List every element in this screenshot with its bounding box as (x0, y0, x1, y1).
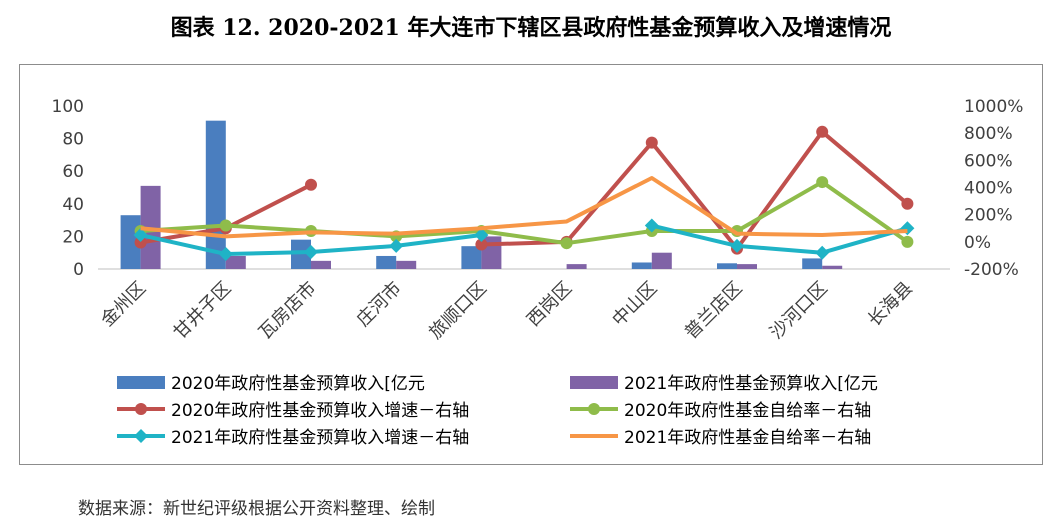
point-2-0 (133, 228, 148, 243)
legend-marker (135, 403, 147, 415)
category-label: 旅顺口区 (425, 278, 491, 344)
legend-item-5: 2021年政府性基金自给率－右轴 (570, 428, 871, 448)
source-note: 数据来源：新世纪评级根据公开资料整理、绘制 (78, 499, 435, 519)
point-2-3 (389, 238, 404, 253)
legend-item-3: 2020年政府性基金自给率－右轴 (570, 401, 871, 421)
left-tick-label: 0 (73, 260, 84, 280)
line-series-1 (140, 180, 909, 246)
point-0-9 (901, 197, 914, 210)
category-label: 瓦房店市 (255, 278, 321, 344)
line-series-3 (140, 175, 908, 239)
category-label: 金州区 (97, 278, 150, 331)
bar-1-8 (822, 265, 843, 269)
legend-marker (134, 429, 148, 443)
bar-0-1 (205, 120, 226, 269)
bar-1-5 (566, 264, 587, 269)
bar-0-4 (461, 246, 482, 269)
bar-0-8 (802, 258, 823, 269)
left-tick-label: 100 (52, 97, 84, 117)
point-0-6 (645, 136, 658, 149)
right-tick-label: 400% (964, 179, 1013, 199)
right-tick-label: 1000% (964, 97, 1023, 117)
point-1-9 (901, 235, 914, 248)
point-0-4 (475, 238, 488, 251)
category-label: 长海县 (864, 278, 917, 331)
left-tick-label: 60 (62, 162, 84, 182)
category-label: 中山区 (608, 278, 661, 331)
point-2-4 (474, 228, 489, 243)
left-tick-label: 20 (62, 227, 84, 247)
point-2-6 (644, 218, 659, 233)
right-tick-label: -200% (964, 260, 1019, 280)
legend-item-2: 2020年政府性基金预算收入增速－右轴 (117, 401, 469, 421)
point-2-2 (304, 245, 318, 260)
legend-marker (588, 403, 600, 415)
bar-0-6 (631, 262, 652, 269)
bar-1-1 (225, 255, 246, 269)
bar-1-6 (651, 252, 672, 269)
bar-1-7 (737, 264, 757, 269)
legend-label: 2021年政府性基金预算收入增速－右轴 (171, 428, 469, 448)
chart-frame: 0 20 40 60 80 100 -200% 0% 200% 400% 600% 800% 1000%… (19, 64, 1043, 465)
legend-item-1: 2021年政府性基金预算收入[亿元 (570, 374, 878, 394)
left-tick-label: 80 (62, 130, 84, 150)
point-1-8 (816, 176, 829, 189)
right-tick-label: 600% (964, 151, 1013, 171)
right-tick-label: 800% (964, 124, 1013, 144)
legend-item-0: 2020年政府性基金预算收入[亿元 (117, 374, 425, 394)
point-0-2 (305, 178, 317, 191)
chart-svg: 0 20 40 60 80 100 -200% 0% 200% 400% 600% 800% 1000%… (52, 97, 1024, 448)
point-1-1 (219, 219, 232, 232)
point-2-8 (815, 245, 830, 260)
point-2-1 (218, 247, 233, 262)
legend-swatch (570, 376, 618, 389)
left-tick-label: 40 (62, 195, 84, 215)
legend-swatch (117, 376, 165, 389)
line-series-2 (651, 223, 908, 255)
bar-0-7 (717, 263, 737, 269)
bar-1-3 (396, 260, 417, 269)
legend-label: 2020年政府性基金预算收入增速－右轴 (171, 401, 469, 421)
chart-title: 图表 12. 2020-2021 年大连市下辖区县政府性基金预算收入及增速情况 (170, 15, 892, 41)
category-label: 西岗区 (523, 278, 576, 331)
legend-label: 2021年政府性基金自给率－右轴 (624, 428, 871, 448)
bar-0-2 (291, 239, 311, 269)
category-label: 庄河市 (353, 278, 406, 331)
legend-label: 2020年政府性基金自给率－右轴 (624, 401, 871, 421)
legend-label: 2020年政府性基金预算收入[亿元 (171, 374, 425, 394)
point-0-8 (816, 125, 829, 138)
bar-0-3 (376, 255, 397, 269)
point-1-5 (560, 237, 573, 250)
category-label: 普兰店区 (681, 278, 747, 344)
category-label: 甘井子区 (170, 278, 236, 344)
bar-1-2 (311, 260, 331, 269)
point-0-0 (134, 236, 147, 249)
point-2-7 (730, 238, 744, 253)
right-tick-label: 200% (964, 206, 1013, 226)
category-label: 沙河口区 (766, 278, 832, 344)
legend-item-4: 2021年政府性基金预算收入增速－右轴 (117, 428, 469, 448)
legend-label: 2021年政府性基金预算收入[亿元 (624, 374, 878, 394)
right-tick-label: 0% (964, 233, 991, 253)
